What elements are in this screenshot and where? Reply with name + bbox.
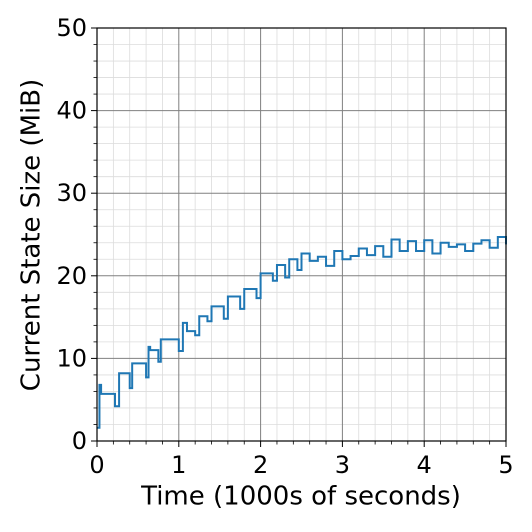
y-tick-label: 40: [56, 97, 87, 125]
plot-frame: [96, 27, 507, 442]
x-tick-label: 1: [171, 451, 186, 479]
data-line: [97, 235, 507, 429]
y-tick-label: 50: [56, 14, 87, 42]
x-tick-label: 5: [498, 451, 513, 479]
y-tick-label: 0: [72, 427, 87, 455]
y-tick-label: 10: [56, 344, 87, 372]
x-tick-label: 2: [253, 451, 268, 479]
x-axis-label: Time (1000s of seconds): [140, 482, 461, 512]
x-tick-label: 3: [335, 451, 350, 479]
x-tick-label: 4: [417, 451, 432, 479]
x-tick-label: 0: [89, 451, 104, 479]
y-tick-label: 30: [56, 179, 87, 207]
y-axis-label: Current State Size (MiB): [17, 79, 47, 391]
y-tick-label: 20: [56, 262, 87, 290]
